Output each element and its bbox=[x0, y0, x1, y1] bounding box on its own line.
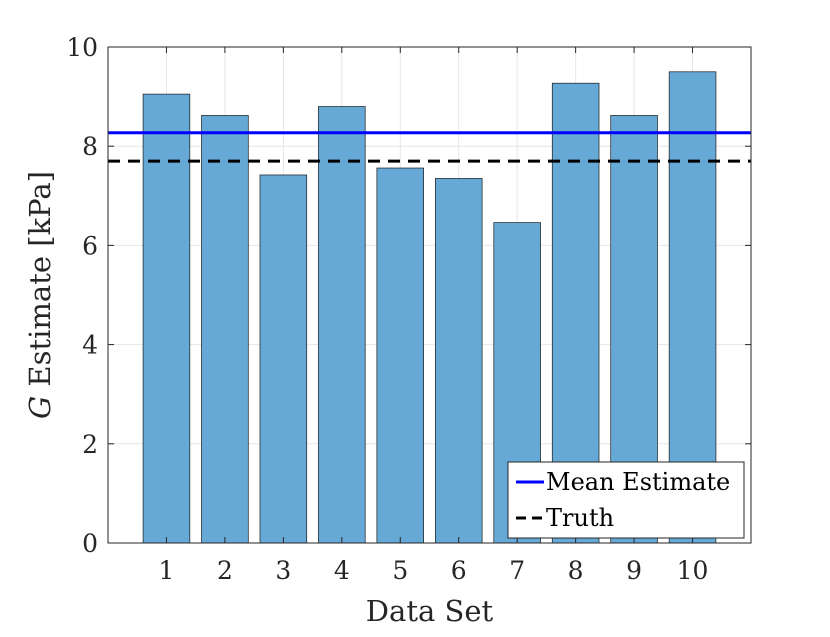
x-tick-label: 1 bbox=[159, 556, 175, 585]
bar bbox=[434, 178, 483, 544]
legend-box bbox=[507, 461, 745, 539]
bar bbox=[318, 106, 366, 544]
x-tick-labels: 1 2 3 4 5 6 7 8 9 10 bbox=[159, 556, 709, 585]
x-tick-label: 9 bbox=[626, 556, 642, 585]
legend-entry-label: Truth bbox=[546, 504, 614, 532]
y-tick-label: 2 bbox=[82, 430, 98, 459]
y-axis-title-text: Estimate [kPa] bbox=[23, 171, 57, 396]
y-tick-label: 8 bbox=[82, 132, 98, 161]
y-tick-label: 10 bbox=[66, 33, 98, 62]
x-tick-label: 4 bbox=[334, 556, 350, 585]
bar bbox=[259, 174, 308, 544]
y-tick-label: 6 bbox=[82, 231, 98, 260]
x-tick-label: 10 bbox=[677, 556, 709, 585]
x-tick-label: 7 bbox=[509, 556, 525, 585]
x-tick-label: 5 bbox=[392, 556, 408, 585]
reference-lines bbox=[108, 131, 751, 163]
y-tick-labels: 0 2 4 6 8 10 bbox=[66, 33, 98, 558]
y-axis-title: G Estimate [kPa] bbox=[23, 171, 57, 419]
x-tick-label: 2 bbox=[217, 556, 233, 585]
y-tick-label: 0 bbox=[82, 529, 98, 558]
bars bbox=[142, 71, 717, 544]
x-tick-label: 6 bbox=[451, 556, 467, 585]
y-axis-symbol: G bbox=[23, 396, 57, 419]
bar bbox=[142, 93, 191, 544]
bar bbox=[201, 115, 249, 544]
bar bbox=[376, 167, 425, 544]
x-axis-title: Data Set bbox=[366, 594, 494, 628]
axes-box bbox=[107, 46, 752, 544]
tick-marks bbox=[108, 46, 751, 544]
legend: Mean Estimate Truth bbox=[507, 461, 745, 539]
y-tick-label: 4 bbox=[82, 331, 98, 360]
legend-entry-label: Mean Estimate bbox=[546, 468, 730, 496]
x-tick-label: 3 bbox=[275, 556, 291, 585]
x-tick-label: 8 bbox=[568, 556, 584, 585]
